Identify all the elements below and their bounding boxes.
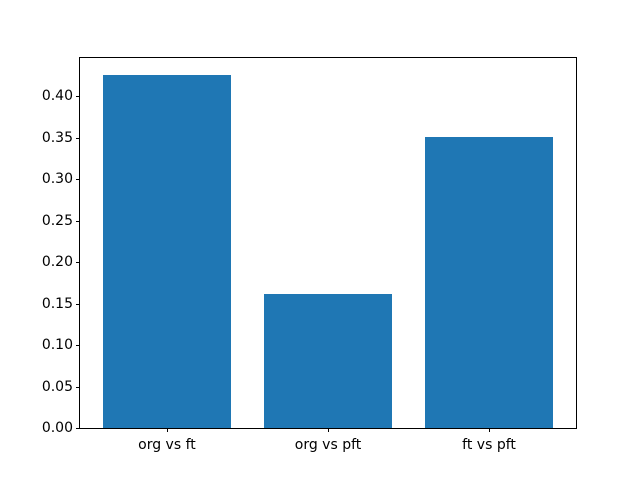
x-tick-label: ft vs pft [462, 437, 516, 453]
bar-ft-vs-pft [424, 136, 554, 428]
y-tick-mark [76, 220, 80, 222]
y-tick-mark [76, 262, 80, 264]
y-tick-label: 0.40 [41, 88, 73, 105]
y-tick-label: 0.20 [41, 254, 73, 271]
y-tick-mark [76, 303, 80, 305]
plot-area [79, 57, 577, 429]
y-tick-mark [76, 96, 80, 98]
bar-org-vs-pft [263, 294, 393, 428]
y-tick-label: 0.25 [41, 212, 73, 229]
y-tick-label: 0.15 [41, 295, 73, 312]
y-tick-mark [76, 428, 80, 429]
y-tick-mark [76, 386, 80, 388]
x-tick-label: org vs ft [138, 437, 196, 453]
x-tick-mark [328, 428, 329, 432]
x-tick-label: org vs pft [294, 437, 362, 453]
y-tick-label: 0.05 [41, 378, 73, 395]
y-tick-label: 0.35 [41, 129, 73, 146]
y-tick-mark [76, 137, 80, 139]
bar-org-vs-ft [102, 75, 232, 428]
y-tick-label: 0.30 [41, 171, 73, 188]
y-tick-label: 0.00 [41, 420, 73, 436]
y-tick-mark [76, 179, 80, 181]
y-tick-mark [76, 345, 80, 347]
x-tick-mark [489, 428, 491, 432]
x-tick-mark [166, 428, 168, 432]
y-tick-label: 0.10 [41, 337, 73, 354]
